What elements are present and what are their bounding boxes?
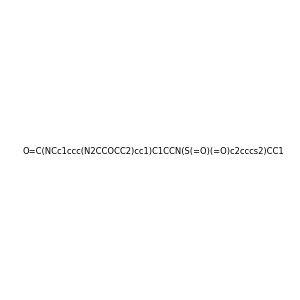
Text: O=C(NCc1ccc(N2CCOCC2)cc1)C1CCN(S(=O)(=O)c2cccs2)CC1: O=C(NCc1ccc(N2CCOCC2)cc1)C1CCN(S(=O)(=O)…	[23, 147, 285, 156]
